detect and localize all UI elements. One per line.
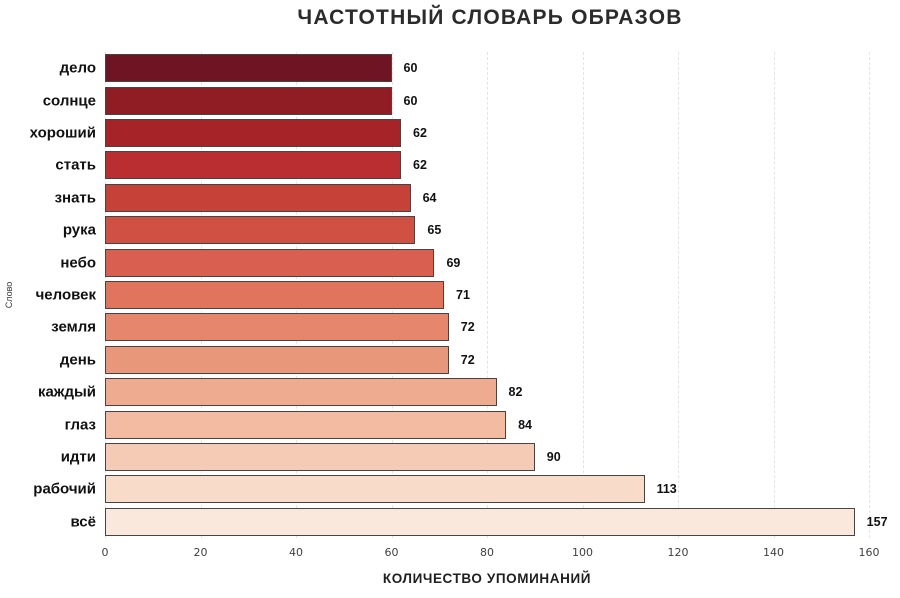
bar-глаз [105, 410, 507, 439]
category-label-стать: стать [55, 156, 96, 174]
gridline [487, 52, 488, 538]
x-tick-label: 80 [480, 546, 494, 559]
bar-value-label: 65 [427, 223, 442, 238]
x-tick-label: 20 [193, 546, 208, 559]
category-label-рука: рука [62, 221, 96, 239]
bar-value-label: 62 [413, 126, 427, 140]
bar-value-label: 90 [546, 450, 561, 464]
category-label-небо: небо [60, 254, 96, 272]
bar-value-label: 69 [446, 255, 461, 270]
category-label-хороший: хороший [29, 124, 96, 142]
category-label-каждый: каждый [37, 383, 96, 401]
bar-стать [105, 151, 402, 180]
category-label-знать: знать [54, 189, 96, 207]
bar-value-label: 84 [518, 417, 532, 432]
category-label-земля: земля [51, 318, 96, 336]
x-tick-label: 60 [384, 546, 399, 559]
x-tick-label: 0 [101, 546, 109, 559]
bar-человек [105, 281, 445, 309]
bar-value-label: 72 [460, 352, 475, 367]
category-label-глаз: глаз [64, 416, 96, 434]
x-tick-label: 40 [289, 546, 303, 559]
gridline [869, 52, 870, 538]
category-label-солнце: солнце [42, 92, 96, 110]
category-label-всё: всё [70, 513, 96, 531]
gridline [582, 52, 584, 538]
bar-value-label: 82 [508, 385, 523, 400]
bar-день [105, 345, 449, 374]
bar-каждый [105, 378, 497, 407]
category-label-день: день [59, 351, 96, 369]
bar-знать [105, 183, 411, 212]
bar-дело [105, 54, 392, 83]
category-label-человек: человек [35, 286, 96, 304]
gridline [773, 52, 775, 538]
bar-хороший [105, 119, 402, 147]
bar-небо [105, 248, 435, 277]
category-label-рабочий: рабочий [33, 480, 96, 498]
bar-value-label: 60 [403, 93, 418, 108]
bar-земля [105, 313, 449, 342]
chart-title: ЧАСТОТНЫЙ СЛОВАРЬ ОБРАЗОВ [297, 6, 683, 29]
bar-value-label: 60 [403, 61, 418, 76]
bar-рука [105, 216, 416, 245]
x-tick-label: 140 [763, 546, 784, 559]
bar-value-label: 157 [866, 514, 888, 529]
bar-value-label: 113 [656, 482, 677, 497]
category-label-дело: дело [59, 59, 96, 77]
x-axis-label: КОЛИЧЕСТВО УПОМИНАНИЙ [382, 571, 592, 586]
x-tick-label: 160 [858, 546, 880, 559]
plot-area: 60 60 62 62 64 65 69 71 72 72 82 84 90 113 157 [105, 52, 888, 538]
category-label-идти: идти [60, 448, 96, 466]
bar-value-label: 72 [460, 320, 475, 335]
bar-value-label: 71 [456, 288, 470, 302]
bar-солнце [105, 86, 392, 115]
x-tick-label: 100 [572, 546, 593, 559]
bar-value-label: 62 [413, 158, 427, 173]
bar-рабочий [105, 475, 645, 504]
bar-value-label: 64 [422, 190, 437, 205]
bar-идти [105, 443, 535, 471]
x-tick-label: 120 [667, 546, 689, 559]
bar-всё [105, 507, 855, 536]
gridline [678, 52, 679, 538]
